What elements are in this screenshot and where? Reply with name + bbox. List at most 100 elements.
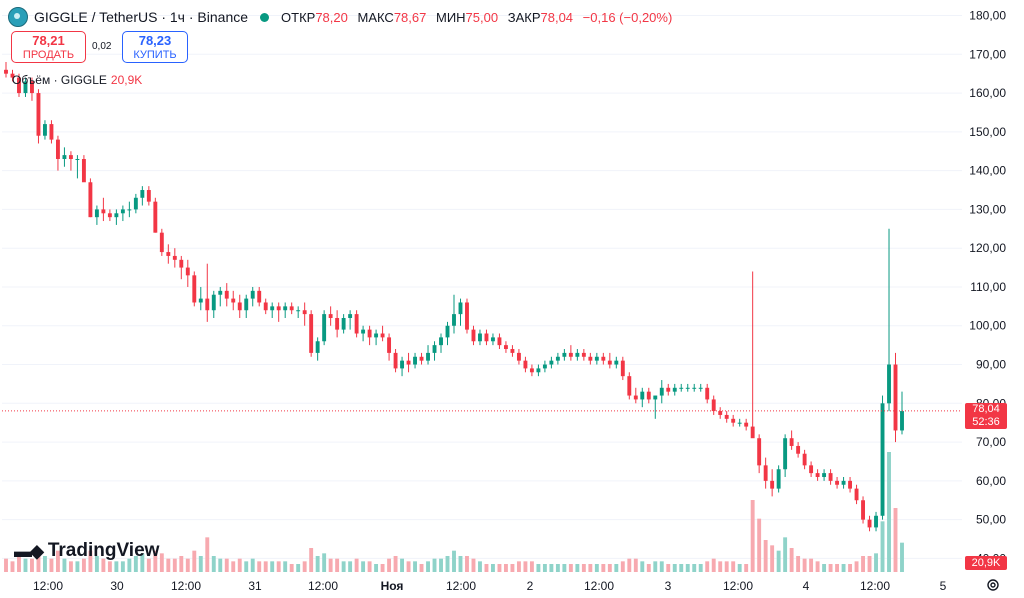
price-tick-label: 100,00	[969, 319, 1006, 333]
candle-body	[166, 252, 171, 256]
volume-bar	[166, 558, 171, 572]
candle-body	[854, 488, 859, 501]
candle-body	[439, 337, 443, 346]
volume-bar	[542, 564, 547, 572]
candle-body	[835, 480, 840, 485]
volume-bar	[900, 542, 904, 572]
candle-body	[724, 414, 729, 419]
candle-body	[400, 360, 405, 369]
candle-body	[484, 333, 489, 342]
candle-body	[23, 81, 28, 94]
candle-body	[296, 310, 301, 312]
volume-bar	[224, 558, 229, 572]
logo-text: TradingView	[47, 540, 160, 561]
volume-bar	[218, 558, 223, 572]
candle-body	[218, 290, 223, 295]
candle-body	[127, 209, 132, 211]
volume-bar	[36, 548, 41, 572]
time-tick-label: 2	[527, 579, 534, 593]
volume-bar	[445, 556, 450, 572]
candle-body	[140, 190, 145, 198]
candle-body	[614, 360, 619, 365]
sell-label: ПРОДАТЬ	[22, 49, 75, 61]
volume-bar	[302, 561, 307, 572]
volume-bar	[503, 564, 508, 572]
volume-bar	[387, 558, 392, 572]
candle-body	[270, 306, 275, 311]
candle-body	[315, 341, 320, 353]
candle-body	[17, 77, 21, 94]
volume-bar	[49, 558, 54, 572]
chart-header: GIGGLE / TetherUS · 1ч · Binance ОТКР78,…	[8, 6, 672, 28]
volume-legend[interactable]: Объём · GIGGLE 20,9K	[12, 73, 142, 87]
volume-bar	[127, 558, 132, 572]
volume-bar	[737, 564, 742, 572]
candle-body	[711, 399, 716, 412]
price-tick-label: 180,00	[969, 9, 1006, 23]
symbol-title[interactable]: GIGGLE / TetherUS · 1ч · Binance	[34, 9, 249, 25]
candle-body	[523, 360, 528, 369]
time-tick-label: 12:00	[723, 579, 753, 593]
buy-price: 78,23	[138, 33, 172, 48]
volume-bar	[783, 537, 788, 572]
candle-body	[192, 275, 197, 303]
volume-bar	[874, 553, 878, 572]
volume-bar	[672, 564, 677, 572]
volume-bar	[588, 564, 593, 572]
time-tick-label: 30	[110, 579, 124, 593]
ohlc-values: ОТКР78,20 МАКС78,67 МИН75,00 ЗАКР78,04 −…	[275, 10, 672, 25]
candle-body	[841, 480, 846, 485]
low-value: 75,00	[465, 9, 499, 25]
volume-bar	[185, 558, 190, 572]
volume-bar	[854, 561, 859, 572]
candle-body	[146, 190, 151, 202]
candles	[4, 62, 904, 532]
volume-bar	[179, 556, 184, 572]
low-label: МИН	[435, 9, 466, 25]
candle-body	[640, 391, 645, 400]
settings-gear-icon[interactable]	[985, 577, 1001, 593]
candle-body	[283, 306, 288, 311]
candle-body	[4, 69, 8, 74]
volume-bar	[646, 564, 651, 572]
candle-body	[685, 387, 690, 389]
candle-body	[341, 317, 346, 330]
volume-bar	[315, 556, 320, 572]
candle-body	[224, 290, 229, 299]
candle-body	[172, 255, 177, 260]
volume-bar	[497, 564, 502, 572]
volume-bar	[244, 561, 249, 572]
candle-body	[361, 329, 366, 334]
volume-bar	[822, 564, 827, 572]
time-tick-label: 12:00	[171, 579, 201, 593]
candle-body	[536, 368, 541, 373]
buy-button[interactable]: 78,23 КУПИТЬ	[122, 31, 188, 63]
candle-body	[620, 360, 625, 377]
volume-bar	[705, 561, 710, 572]
time-axis[interactable]: 12:00 30 12:00 31 12:00 Ноя 12:00 2 12:00 3 12:00 4…	[33, 579, 947, 593]
volume-bar	[685, 564, 690, 572]
candle-body	[555, 356, 560, 361]
tradingview-logo[interactable]: ▬◆ TradingView	[14, 540, 159, 562]
candle-body	[205, 298, 210, 311]
price-axis[interactable]: 180,00 170,00 160,00 150,00 140,00 130,00 120,…	[969, 9, 1006, 566]
volume-bar	[848, 564, 853, 572]
candle-body	[848, 480, 853, 489]
volume-bar	[633, 558, 638, 572]
candle-body	[257, 290, 262, 303]
volume-bar	[478, 561, 482, 572]
volume-bar	[289, 564, 294, 572]
volume-bar	[361, 561, 366, 572]
volume-bar	[30, 558, 34, 572]
volume-bar	[562, 564, 567, 572]
volume-bar	[575, 564, 580, 572]
candle-body	[94, 209, 99, 218]
candle-body	[666, 387, 671, 392]
last-price-tag: 78,04 52:36	[965, 402, 1007, 429]
spread-value: 0,02	[92, 41, 112, 52]
candle-body	[237, 302, 242, 311]
volume-bar	[465, 556, 469, 572]
candle-body	[452, 314, 456, 326]
sell-button[interactable]: 78,21 ПРОДАТЬ	[11, 31, 86, 63]
